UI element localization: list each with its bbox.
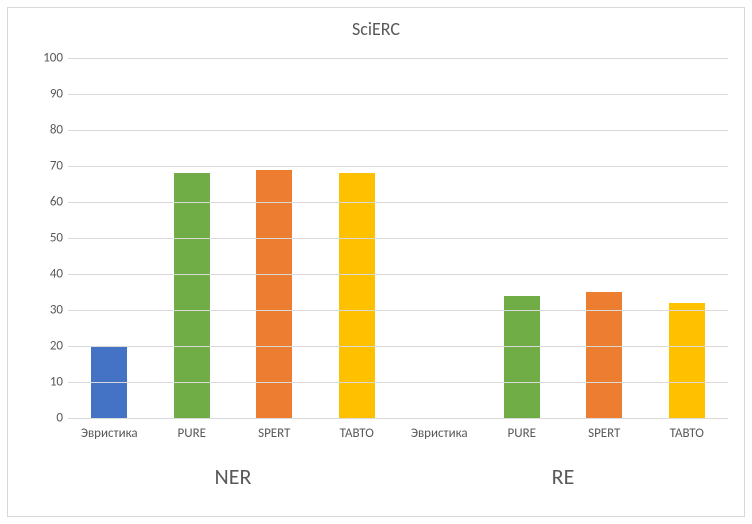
grid-line bbox=[68, 166, 728, 167]
y-tick-label: 80 bbox=[33, 123, 63, 138]
grid-line bbox=[68, 418, 728, 419]
x-tick-label: TABTO bbox=[670, 426, 704, 441]
grid-line bbox=[68, 238, 728, 239]
y-tick-label: 100 bbox=[33, 51, 63, 66]
group-label: NER bbox=[215, 463, 252, 490]
y-tick-label: 40 bbox=[33, 267, 63, 282]
grid-line bbox=[68, 94, 728, 95]
y-tick-label: 0 bbox=[33, 411, 63, 426]
chart-title: SciERC bbox=[8, 18, 744, 40]
y-tick-label: 60 bbox=[33, 195, 63, 210]
y-tick-label: 10 bbox=[33, 375, 63, 390]
y-tick-label: 90 bbox=[33, 87, 63, 102]
grid-line bbox=[68, 202, 728, 203]
grid-line bbox=[68, 58, 728, 59]
bar bbox=[256, 170, 292, 418]
bar bbox=[669, 303, 705, 418]
x-tick-label: SPERT bbox=[258, 426, 290, 441]
y-tick-label: 20 bbox=[33, 339, 63, 354]
x-tick-label: Эвристика bbox=[411, 426, 468, 441]
x-tick-label: Эвристика bbox=[81, 426, 138, 441]
grid-line bbox=[68, 382, 728, 383]
x-tick-label: TABTO bbox=[340, 426, 374, 441]
x-tick-label: PURE bbox=[508, 426, 536, 441]
x-tick-label: SPERT bbox=[588, 426, 620, 441]
y-tick-label: 30 bbox=[33, 303, 63, 318]
chart-container: SciERC 0 10 20 30 40 50 60 70 80 90 100 Эвристика PU… bbox=[7, 7, 745, 517]
grid-line bbox=[68, 130, 728, 131]
y-tick-label: 70 bbox=[33, 159, 63, 174]
grid-line bbox=[68, 346, 728, 347]
y-tick-label: 50 bbox=[33, 231, 63, 246]
grid-line bbox=[68, 310, 728, 311]
plot-area bbox=[68, 58, 728, 418]
group-label: RE bbox=[552, 463, 575, 490]
grid-line bbox=[68, 274, 728, 275]
bar bbox=[504, 296, 540, 418]
x-tick-label: PURE bbox=[178, 426, 206, 441]
